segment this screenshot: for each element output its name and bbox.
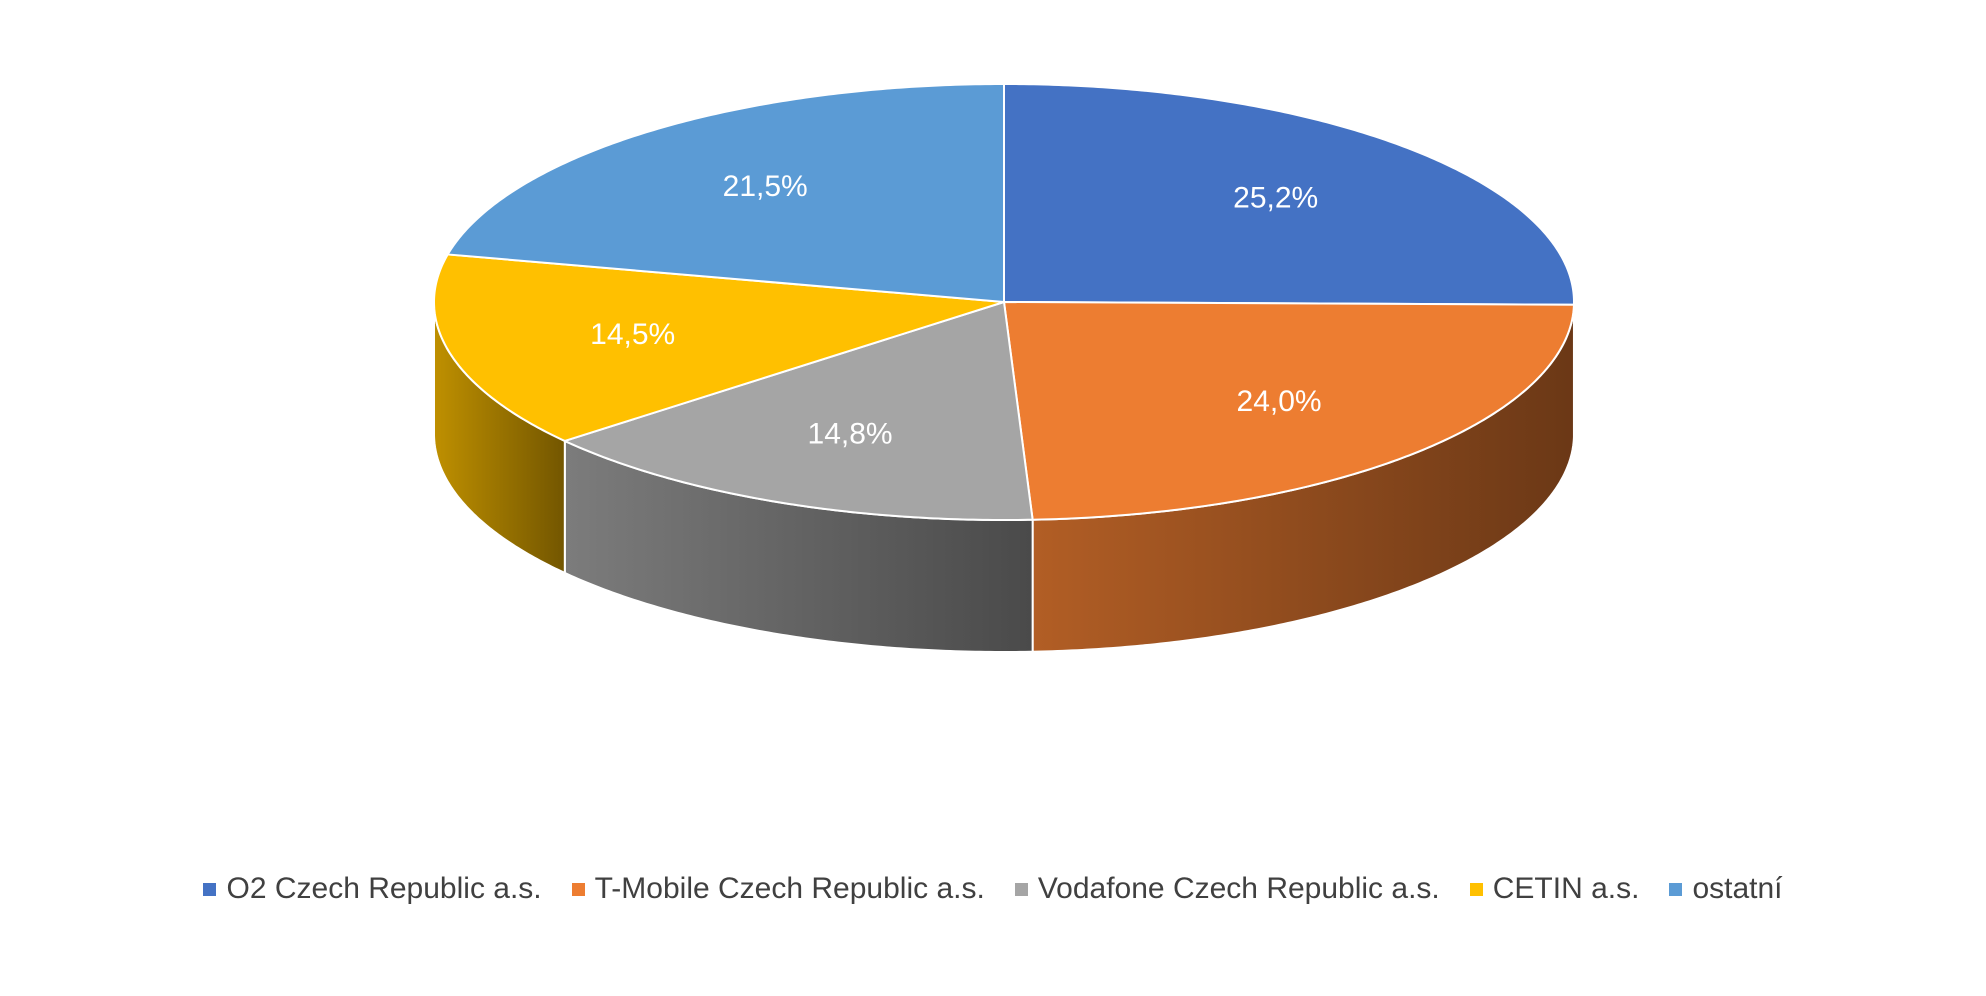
legend-label-cetin: CETIN a.s. (1492, 872, 1640, 905)
pie-slice-ostatn[interactable] (446, 83, 1005, 303)
data-label-t-mobile-czech-republic-a-s: 24,0% (1237, 385, 1322, 418)
data-label-ostatn: 21,5% (723, 170, 808, 203)
data-label-vodafone-czech-republic-a-s: 14,8% (808, 418, 893, 451)
legend-label-t-mobile: T-Mobile Czech Republic a.s. (594, 872, 985, 905)
legend-label-vodafone: Vodafone Czech Republic a.s. (1037, 872, 1440, 905)
legend-item-cetin[interactable]: CETIN a.s. (1469, 872, 1640, 906)
legend-swatch-ostatni (1669, 882, 1683, 896)
legend-item-t-mobile[interactable]: T-Mobile Czech Republic a.s. (571, 872, 985, 906)
legend-label-ostatni: ostatní (1692, 872, 1783, 905)
pie-slice-o2-czech-republic-a-s[interactable] (1003, 83, 1575, 306)
legend-item-vodafone[interactable]: Vodafone Czech Republic a.s. (1014, 872, 1440, 906)
legend-swatch-t-mobile (571, 882, 585, 896)
pie-slice-cetin-a-s[interactable] (433, 253, 1005, 442)
data-labels: 25,2% 24,0% 14,8% 14,5% 21,5% (590, 170, 1321, 451)
pie-sides (433, 301, 1575, 653)
legend-swatch-o2 (203, 882, 217, 896)
legend-item-o2[interactable]: O2 Czech Republic a.s. (203, 872, 542, 906)
data-label-cetin-a-s: 14,5% (590, 318, 675, 351)
legend-swatch-vodafone (1014, 882, 1028, 896)
legend-label-o2: O2 Czech Republic a.s. (226, 872, 542, 905)
pie-slices (433, 83, 1575, 521)
legend: O2 Czech Republic a.s. T-Mobile Czech Re… (0, 872, 1986, 906)
legend-item-ostatni[interactable]: ostatní (1669, 872, 1783, 906)
data-label-o2-czech-republic-a-s: 25,2% (1233, 181, 1318, 214)
legend-swatch-cetin (1469, 882, 1483, 896)
pie-slice-t-mobile-czech-republic-a-s[interactable] (1003, 301, 1575, 521)
pie-slice-vodafone-czech-republic-a-s[interactable] (563, 301, 1034, 521)
